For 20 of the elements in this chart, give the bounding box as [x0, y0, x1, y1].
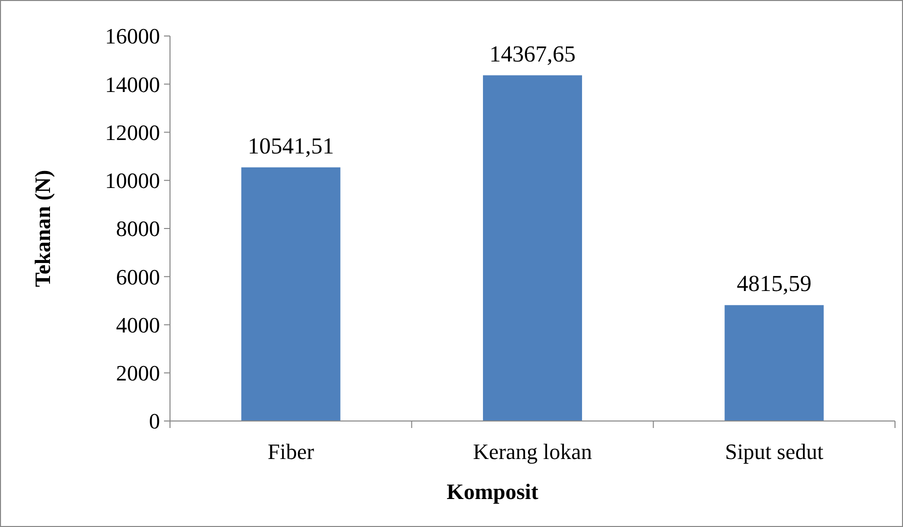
y-tick-label: 0 — [149, 408, 160, 434]
y-tick-label: 12000 — [105, 120, 160, 145]
y-tick-label: 14000 — [105, 72, 160, 97]
y-tick-label: 16000 — [105, 24, 160, 49]
x-tick-label: Siput sedut — [724, 439, 824, 464]
data-label: 14367,65 — [489, 41, 576, 66]
bar — [482, 75, 582, 421]
y-tick-label: 4000 — [116, 312, 160, 338]
data-label: 4815,59 — [736, 271, 812, 296]
y-axis-title: Tekanan (N) — [30, 170, 55, 288]
y-tick-label: 8000 — [116, 216, 160, 242]
y-tick-label: 6000 — [116, 264, 160, 290]
bar — [724, 305, 824, 421]
x-tick-label: Fiber — [268, 439, 315, 464]
data-label: 10541,51 — [248, 133, 334, 158]
bar — [241, 167, 340, 421]
y-tick-label: 2000 — [116, 360, 160, 386]
x-tick-label: Kerang lokan — [472, 439, 592, 464]
y-tick-label: 10000 — [105, 168, 160, 194]
x-axis-title: Komposit — [446, 479, 540, 504]
